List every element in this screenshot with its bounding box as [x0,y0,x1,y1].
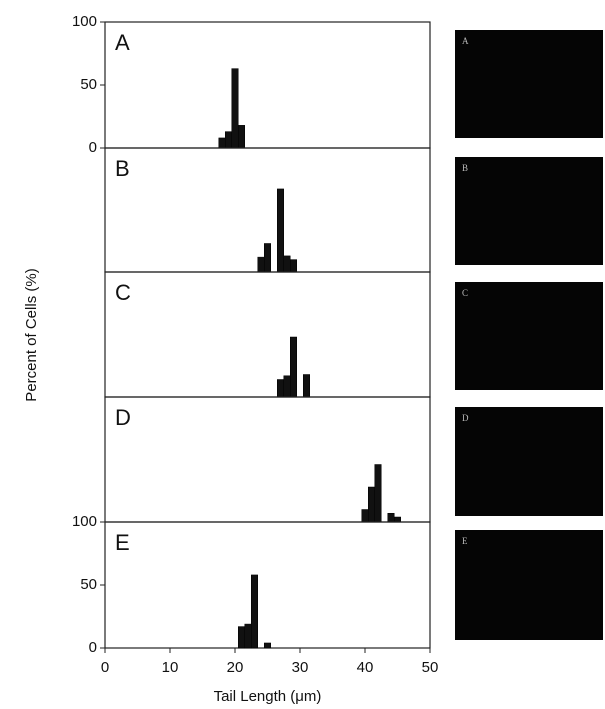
panel-label: B [115,156,130,181]
bar [277,379,284,398]
bar [283,255,291,273]
bar [290,259,297,273]
micrograph [455,30,603,138]
x-tick-label: 10 [162,659,179,676]
panel-label: C [115,280,131,305]
bar [374,464,382,523]
image-label: C [462,288,468,298]
x-tick-label: 40 [357,659,374,676]
panel-frame [104,271,431,398]
image-label: A [462,36,469,46]
bar [387,513,395,523]
bar [394,516,401,523]
y-tick-label: 100 [72,513,97,530]
y-tick-label: 50 [80,76,97,93]
bar [283,375,291,398]
panel-frame [104,21,431,149]
panel-label: E [115,530,130,555]
x-tick-label: 20 [227,659,244,676]
image-label: B [462,163,468,173]
bar [290,336,297,398]
panel-label: D [115,405,131,430]
micrograph [455,530,603,640]
micrograph [455,282,603,390]
micrograph [455,157,603,265]
bar [238,626,245,649]
micrograph [455,407,603,516]
x-tick-label: 30 [292,659,309,676]
bar [218,137,226,149]
y-tick-label: 100 [72,13,97,30]
bar [231,68,239,149]
bar [257,256,265,273]
x-tick-label: 50 [422,659,439,676]
bar [244,623,252,649]
panel-label: A [115,30,130,55]
y-tick-label: 0 [89,139,97,156]
x-axis-label: Tail Length (μm) [214,688,322,705]
bar [264,243,271,273]
bar [368,486,375,523]
bar [277,188,284,273]
bar [238,125,245,149]
bar [303,374,310,398]
bar [225,131,232,149]
bar [251,574,258,649]
y-axis-label: Percent of Cells (%) [23,268,40,401]
y-tick-label: 0 [89,639,97,656]
x-tick-label: 0 [101,659,109,676]
bar [264,642,271,649]
bar [361,509,369,523]
y-tick-label: 50 [80,576,97,593]
image-label: E [462,536,468,546]
panel-frame [104,521,431,649]
image-label: D [462,413,469,423]
